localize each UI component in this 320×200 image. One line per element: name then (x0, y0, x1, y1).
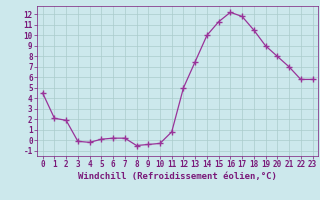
X-axis label: Windchill (Refroidissement éolien,°C): Windchill (Refroidissement éolien,°C) (78, 172, 277, 181)
